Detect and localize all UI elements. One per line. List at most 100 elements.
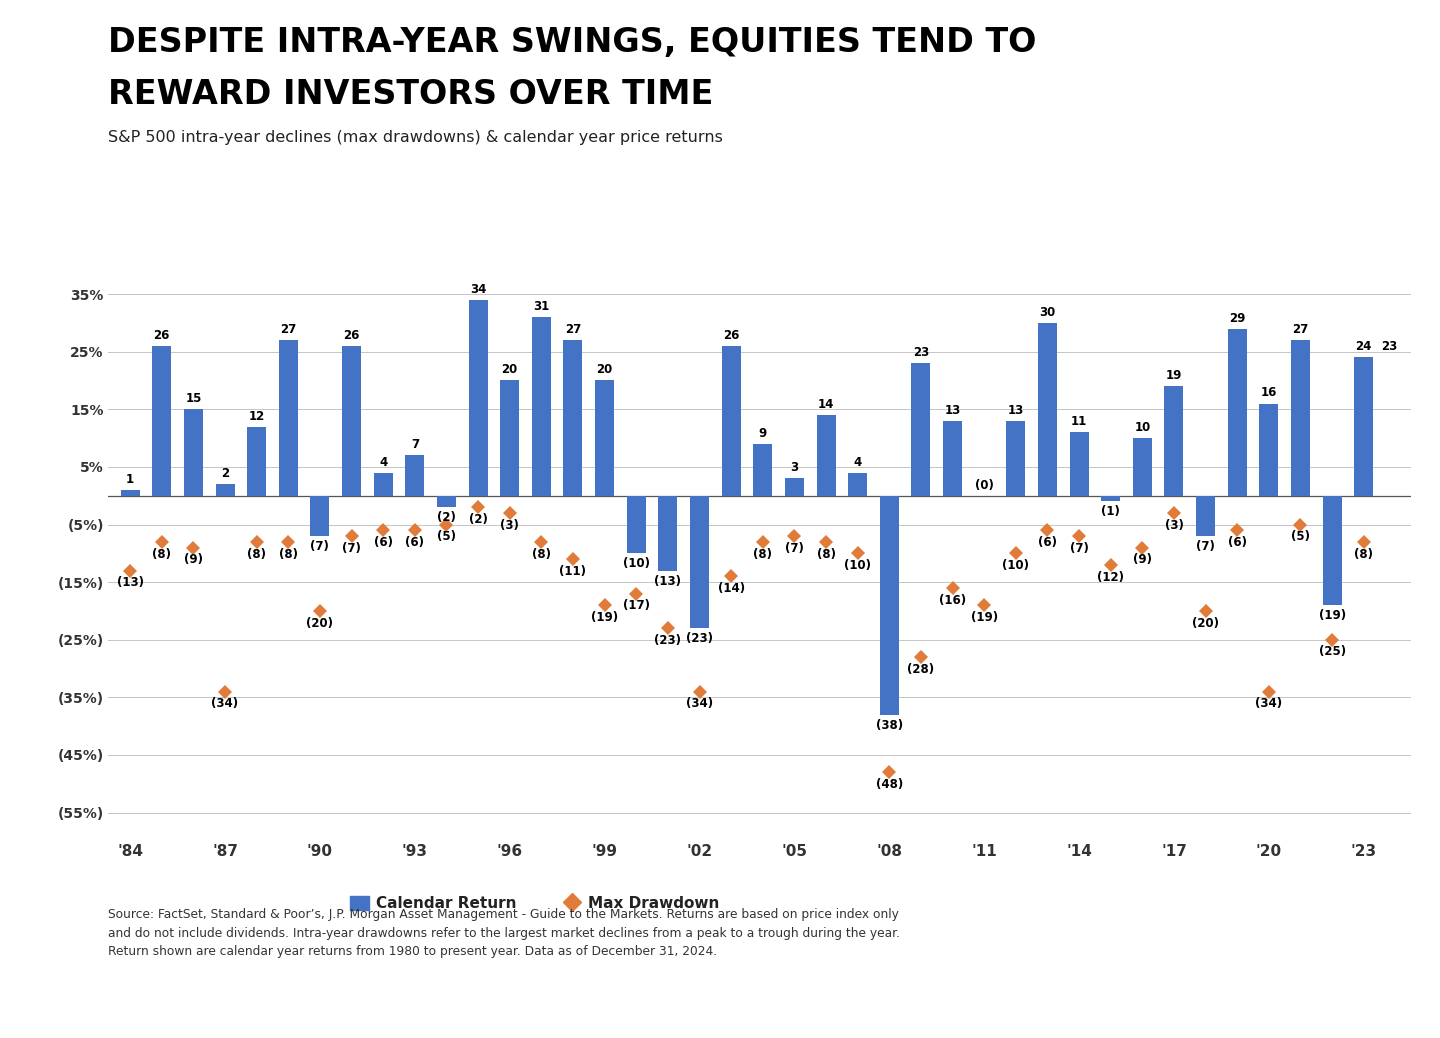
Text: (5): (5) [436,530,456,543]
Text: (17): (17) [622,599,649,612]
Text: (2): (2) [436,512,456,524]
Text: (34): (34) [212,698,239,710]
Bar [753,444,772,496]
Bar [121,490,140,496]
Text: (34): (34) [1256,698,1283,710]
Text: (19): (19) [1319,609,1346,622]
Text: (8): (8) [248,548,266,561]
Text: (6): (6) [1228,536,1247,549]
Bar [153,346,171,496]
Text: 26: 26 [154,329,170,342]
Text: 7: 7 [410,438,419,452]
Bar [279,340,298,496]
Text: (10): (10) [1002,559,1030,572]
Bar [500,381,520,496]
Bar [1007,420,1025,496]
Bar [216,484,235,496]
Bar [1354,357,1374,496]
Text: 34: 34 [469,282,487,296]
Text: 4: 4 [854,456,861,468]
Text: (8): (8) [816,548,835,561]
Text: 26: 26 [723,329,739,342]
Text: 20: 20 [596,363,613,377]
Text: (7): (7) [311,540,330,553]
Bar [1102,496,1120,501]
Text: 31: 31 [533,300,550,313]
Bar [1322,496,1342,605]
Text: DESPITE INTRA-YEAR SWINGS, EQUITIES TEND TO: DESPITE INTRA-YEAR SWINGS, EQUITIES TEND… [108,26,1037,59]
Text: 10: 10 [1135,421,1151,434]
Bar [690,496,708,628]
Text: (2): (2) [468,513,488,526]
Text: (9): (9) [184,553,203,567]
Text: (10): (10) [844,559,871,572]
Text: 26: 26 [343,329,360,342]
Bar [721,346,740,496]
Text: 3: 3 [791,461,798,474]
Text: 23: 23 [913,346,929,359]
Text: 20: 20 [501,363,518,377]
Text: (8): (8) [531,548,552,561]
Text: (23): (23) [654,634,681,647]
Text: (8): (8) [753,548,772,561]
Text: (10): (10) [622,557,649,570]
Bar [405,456,425,496]
Text: (3): (3) [1165,519,1184,531]
Text: 2: 2 [220,467,229,481]
Bar [311,496,330,536]
Text: 12: 12 [249,410,265,422]
Text: (12): (12) [1097,571,1125,583]
Bar [531,318,552,496]
Text: (34): (34) [685,698,713,710]
Bar [1133,438,1152,496]
Bar [184,409,203,496]
Text: (8): (8) [279,548,298,561]
Text: 16: 16 [1260,386,1277,400]
Text: (8): (8) [1354,548,1374,561]
Text: 27: 27 [564,323,582,336]
Text: 9: 9 [759,427,768,440]
Bar [1292,340,1310,496]
Text: (6): (6) [405,536,425,549]
Bar [1197,496,1215,536]
Text: 27: 27 [281,323,297,336]
Text: (28): (28) [907,663,935,676]
Text: 14: 14 [818,398,834,411]
Text: (6): (6) [374,536,393,549]
Text: Source: FactSet, Standard & Poor’s, J.P. Morgan Asset Management - Guide to the : Source: FactSet, Standard & Poor’s, J.P.… [108,908,900,958]
Bar [468,300,488,496]
Text: 23: 23 [1381,340,1397,353]
Bar [912,363,930,496]
Text: (8): (8) [153,548,171,561]
Bar [626,496,645,553]
Text: 29: 29 [1230,311,1246,325]
Text: (20): (20) [307,617,334,630]
Text: REWARD INVESTORS OVER TIME: REWARD INVESTORS OVER TIME [108,78,713,111]
Bar [658,496,677,571]
Bar [343,346,361,496]
Text: (7): (7) [785,542,804,554]
Text: S&P 500 intra-year declines (max drawdowns) & calendar year price returns: S&P 500 intra-year declines (max drawdow… [108,130,723,144]
Text: (7): (7) [1070,542,1089,554]
Text: 24: 24 [1355,340,1372,353]
Text: (13): (13) [654,575,681,588]
Bar [785,479,804,496]
Bar [248,427,266,496]
Text: 13: 13 [1008,404,1024,417]
Text: (11): (11) [560,565,586,578]
Text: (7): (7) [1197,540,1215,553]
Text: 15: 15 [186,392,202,405]
Text: 13: 13 [945,404,960,417]
Text: (23): (23) [685,632,713,646]
Bar [1260,404,1279,496]
Text: (19): (19) [590,611,618,624]
Bar [943,420,962,496]
Bar [1165,386,1184,496]
Bar [1070,432,1089,496]
Legend: Calendar Return, Max Drawdown: Calendar Return, Max Drawdown [350,897,720,911]
Text: 30: 30 [1040,306,1056,319]
Text: (48): (48) [876,778,903,791]
Text: (14): (14) [717,582,744,595]
Text: (25): (25) [1319,646,1346,658]
Text: 1: 1 [127,473,134,486]
